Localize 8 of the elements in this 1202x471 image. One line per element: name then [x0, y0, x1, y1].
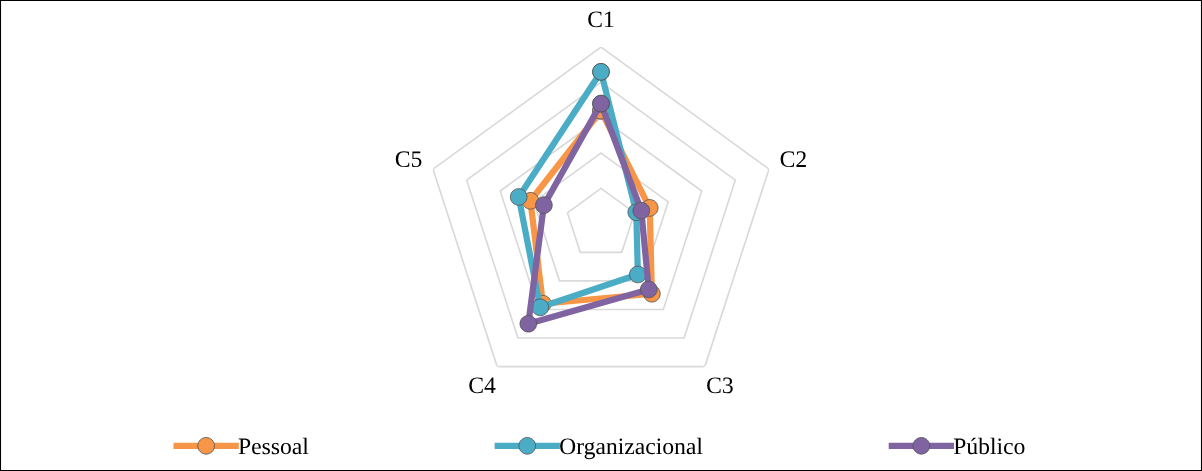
- spoke-label: C2: [780, 151, 806, 168]
- spoke-label: C4: [469, 377, 496, 394]
- legend-label: Público: [953, 437, 1025, 455]
- spoke-label: C3: [707, 377, 733, 394]
- spoke-label: C5: [395, 151, 422, 168]
- legend-label: Organizacional: [560, 437, 703, 460]
- legend-label: Pessoal: [238, 437, 309, 455]
- spoke-label: C1: [588, 11, 614, 28]
